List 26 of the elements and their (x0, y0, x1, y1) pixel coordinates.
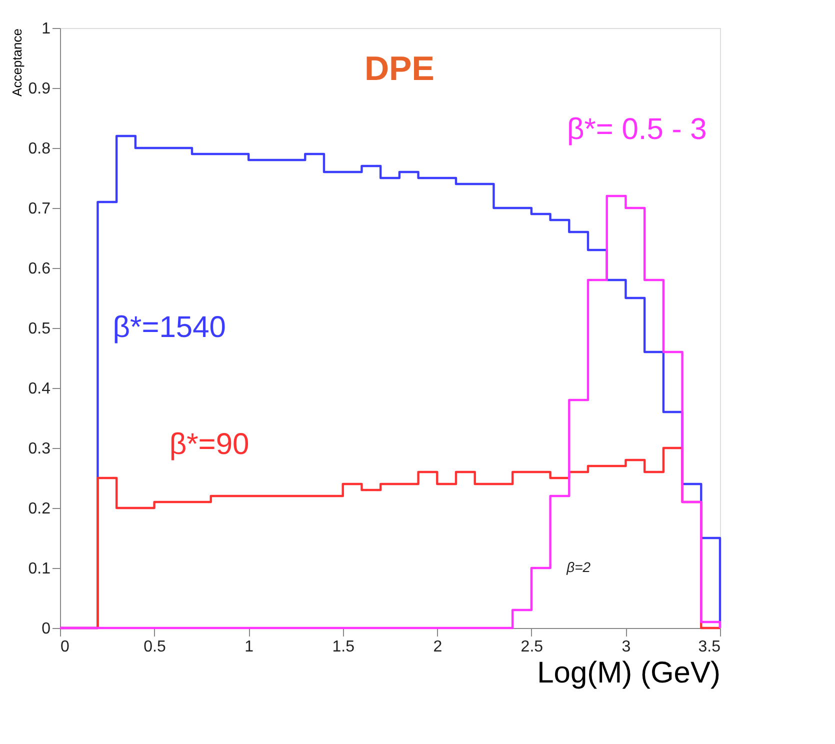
x-tick-label: 1 (244, 638, 254, 656)
x-tick-label: 2.5 (520, 638, 544, 656)
x-tick-label: 3 (622, 638, 631, 656)
y-tick-label: 0.4 (28, 380, 51, 398)
annotation: β=2 (566, 559, 591, 575)
y-axis-title: Acceptance (9, 28, 24, 96)
y-tick-label: 0.6 (28, 260, 51, 278)
y-tick-label: 0.3 (28, 440, 51, 458)
x-axis-title: Log(M) (GeV) (537, 656, 720, 690)
x-tick-label: 2 (433, 638, 442, 656)
y-tick-label: 0.5 (28, 320, 51, 338)
y-tick-label: 0.2 (28, 500, 51, 518)
y-tick-label: 0.7 (28, 200, 51, 218)
x-tick-label: 0 (60, 638, 70, 656)
series-label: β*=90 (169, 428, 250, 461)
text: β*= 0.5 - 3 (566, 113, 707, 146)
x-tick-label: 0.5 (144, 638, 166, 656)
series-label: β*=1540 (112, 311, 226, 344)
y-tick-label: 0 (42, 620, 51, 638)
y-tick-label: 1 (42, 20, 51, 38)
text: DPE (364, 50, 434, 88)
y-tick-label: 0.9 (28, 80, 51, 98)
x-tick-label: 1.5 (332, 638, 355, 656)
y-tick-label: 0.1 (28, 560, 51, 578)
y-tick-label: 0.8 (28, 140, 51, 158)
x-tick-label: 3.5 (698, 638, 721, 656)
